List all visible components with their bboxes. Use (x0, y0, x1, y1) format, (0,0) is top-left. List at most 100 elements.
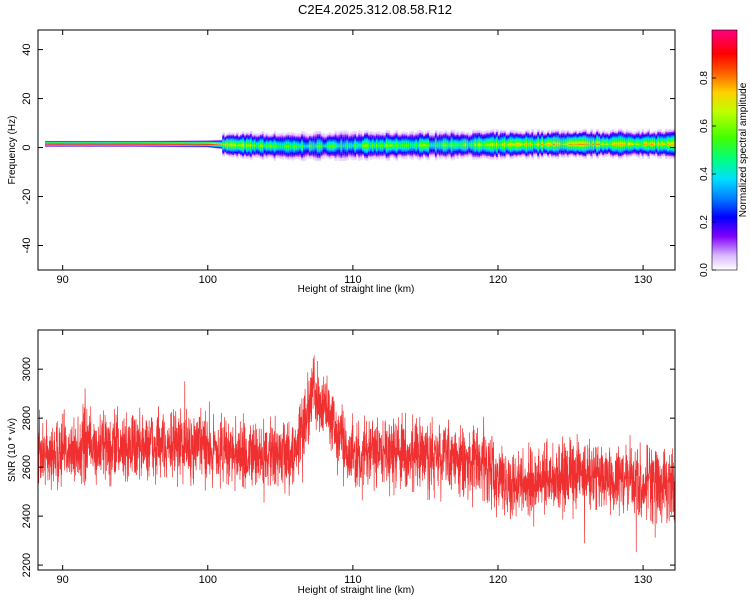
spectrogram-cell (352, 145, 355, 147)
spectrogram-cell (133, 143, 137, 145)
spectrogram-cell (442, 144, 446, 146)
spectrogram-cell (120, 143, 123, 145)
spectrogram-cell (283, 146, 286, 147)
spectrogram-cell (456, 144, 460, 146)
spectrogram-cell (552, 144, 556, 145)
spectrogram-cell (619, 143, 623, 145)
spec-ytick-label: -20 (21, 189, 33, 205)
spectrogram-cell (659, 143, 662, 145)
spectrogram-cell (161, 143, 164, 145)
spectrogram-cell (629, 143, 633, 145)
spectrogram-cell (281, 146, 284, 147)
spectrogram-cell (389, 145, 393, 147)
spectrogram-cell (190, 143, 194, 145)
spectrogram-cell (151, 143, 155, 145)
spectrogram-cell (523, 144, 527, 146)
spectrogram-cell (212, 144, 216, 145)
spectrogram-cell (259, 144, 263, 147)
spectrogram-cell (155, 143, 159, 145)
spectrogram-cell (330, 145, 334, 147)
spectrogram-panel: 90 100 110 120 130 40 20 0 -20 -40 Height of stra… (7, 29, 676, 295)
spectrogram-cell (430, 145, 434, 146)
spectrogram-cell (458, 143, 462, 147)
spectrogram-cell (316, 146, 320, 147)
colorbar-tick-label: 0.8 (699, 71, 710, 85)
spectrogram-cell (572, 143, 576, 145)
spectrogram-cell (450, 144, 454, 146)
spectrogram-cell (385, 145, 389, 147)
spectrogram-cell (342, 144, 345, 148)
spectrogram-cell (334, 145, 338, 147)
spectrogram-cell (570, 143, 574, 145)
spectrogram-cell (324, 145, 328, 147)
spectrogram-cell (236, 145, 239, 146)
spectrogram-cell (51, 143, 54, 145)
spectrogram-cell (525, 142, 529, 146)
spectrogram-cell (434, 145, 438, 146)
spectrogram-cell (371, 145, 375, 147)
spectrogram-cell (192, 143, 196, 145)
spectrogram-cell (206, 143, 210, 145)
spectrogram-cell (295, 146, 298, 148)
spectrogram-cell (285, 146, 288, 147)
spectrogram-cell (116, 143, 119, 145)
spectrogram-cell (200, 143, 204, 145)
spectrogram-cell (157, 143, 160, 145)
spectrogram-cell (305, 146, 308, 147)
spectrogram-cell (495, 144, 499, 146)
spectrogram-cell (62, 143, 66, 145)
spectrogram-cell (531, 144, 534, 146)
spectrogram-cell (446, 144, 450, 146)
spectrogram-cell (411, 145, 414, 146)
spectrogram-cell (245, 145, 249, 147)
spectrogram-cell (303, 146, 306, 148)
spectrogram-cell (226, 144, 229, 146)
spectrogram-cell (135, 143, 139, 145)
spectrogram-cell (179, 143, 182, 145)
spectrogram-cell (517, 144, 521, 146)
spectrogram-cell (114, 143, 117, 145)
spectrogram-cell (669, 143, 672, 145)
spectrogram-cell (399, 145, 403, 147)
spectrogram-cell (104, 143, 107, 145)
spectrogram-cell (391, 145, 395, 147)
colorbar-label: Normalized spectral amplitude (738, 82, 749, 217)
spectrogram-cell (310, 146, 314, 147)
spectrogram-cell (194, 143, 198, 145)
spectrogram-cell (600, 143, 603, 145)
spectrogram-ylabel: Frequency (Hz) (7, 116, 18, 185)
snr-frame (37, 329, 676, 571)
snr-xlabel: Height of straight line (km) (298, 585, 415, 596)
spectrogram-cell (490, 144, 493, 146)
snr-xtick-label: 130 (634, 574, 652, 586)
spectrogram-cell (257, 145, 261, 147)
spectrogram-cell (299, 146, 302, 148)
spectrogram-cell (129, 143, 133, 145)
spectrogram-cell (269, 145, 273, 147)
spectrogram-cell (470, 143, 473, 147)
spectrogram-cell (356, 145, 359, 147)
spectrogram-cell (613, 143, 617, 145)
spectrogram-cell (513, 144, 517, 146)
spectrogram-cell (367, 145, 371, 147)
spectrogram-cell (491, 144, 495, 146)
spectrogram-cell (78, 143, 82, 145)
spectrogram-cell (354, 145, 357, 147)
spectrogram-cell (92, 143, 96, 145)
spectrogram-cell (320, 144, 324, 148)
spectrogram-cell (576, 143, 580, 145)
snr-ytick-label: 3000 (21, 357, 33, 381)
spectrogram-cell (480, 143, 483, 147)
spectrogram-cell (665, 143, 668, 145)
spectrogram-cell (184, 143, 188, 145)
spectrogram-cell (228, 144, 231, 146)
spectrogram-cell (236, 143, 239, 147)
spectrogram-cell (362, 145, 365, 147)
spectrogram-cell (576, 142, 580, 146)
spectrogram-cell (70, 143, 74, 145)
spectrogram-cell (586, 143, 590, 145)
spectrogram-cell (598, 143, 601, 145)
spectrogram-cell (627, 143, 631, 145)
spectrogram-cell (503, 144, 507, 146)
spectrogram-cell (267, 145, 271, 147)
